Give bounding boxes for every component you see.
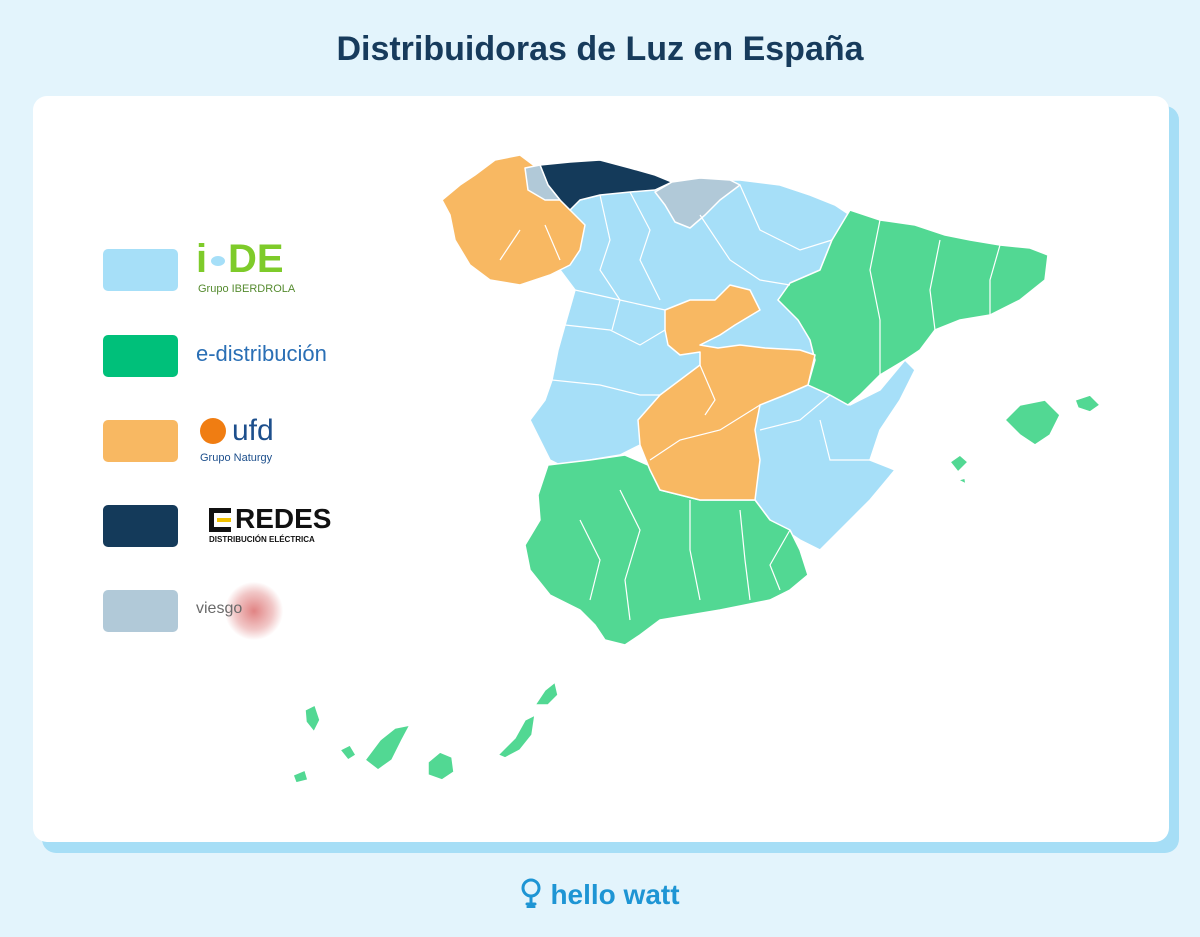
region-la-palma bbox=[304, 704, 321, 733]
legend-swatch-viesgo bbox=[103, 590, 178, 632]
i-de-logo-i: i bbox=[196, 237, 208, 281]
region-e-redes-asturias bbox=[539, 159, 673, 211]
lightbulb-icon bbox=[520, 878, 542, 913]
page-title: Distribuidoras de Luz en España bbox=[336, 30, 864, 68]
i-de-logo: i DE Grupo IBERDROLA bbox=[196, 237, 316, 299]
legend-i-de: i DE Grupo IBERDROLA bbox=[103, 237, 363, 309]
legend-e-distribucion: e-distribución bbox=[103, 335, 383, 377]
region-lanzarote bbox=[534, 681, 559, 706]
province-borders bbox=[499, 184, 1001, 621]
e-redes-logo-text: REDES bbox=[235, 503, 332, 534]
ufd-logo: ufd Grupo Naturgy bbox=[196, 412, 306, 470]
region-viesgo-cantabria bbox=[654, 177, 741, 229]
legend-ufd: ufd Grupo Naturgy bbox=[103, 414, 303, 472]
e-redes-e-icon bbox=[209, 508, 231, 532]
legend-swatch-ufd bbox=[103, 420, 178, 462]
i-de-logo-de: DE bbox=[228, 237, 284, 281]
legend-e-redes: REDES DISTRIBUCIÓN ELÉCTRICA bbox=[103, 503, 363, 547]
region-fuerteventura bbox=[497, 714, 536, 759]
region-viesgo-west bbox=[524, 164, 561, 201]
viesgo-logo: viesgo bbox=[196, 582, 296, 640]
e-redes-logo: REDES DISTRIBUCIÓN ELÉCTRICA bbox=[209, 503, 349, 547]
region-formentera bbox=[957, 477, 967, 485]
ufd-logo-text: ufd bbox=[232, 414, 274, 447]
ufd-logo-subtitle: Grupo Naturgy bbox=[200, 452, 273, 464]
naturgy-flame-icon bbox=[200, 418, 226, 444]
legend-swatch-e-distribucion bbox=[103, 335, 178, 377]
region-menorca bbox=[1074, 394, 1101, 413]
region-ibiza bbox=[949, 454, 969, 473]
e-distribucion-logo: e-distribución bbox=[196, 341, 327, 367]
footer-brand: hello watt bbox=[550, 879, 680, 910]
legend-swatch-e-redes bbox=[103, 505, 178, 547]
e-distribucion-logo-text: e-distribución bbox=[196, 341, 327, 366]
leaf-icon bbox=[211, 256, 225, 266]
legend-swatch-i-de bbox=[103, 249, 178, 291]
footer: hello watt bbox=[0, 875, 1200, 915]
region-mallorca bbox=[1004, 399, 1061, 446]
region-gran-canaria bbox=[427, 751, 455, 781]
region-tenerife bbox=[364, 724, 411, 771]
i-de-logo-subtitle: Grupo IBERDROLA bbox=[198, 283, 296, 295]
region-la-gomera bbox=[339, 744, 357, 761]
viesgo-logo-text: viesgo bbox=[196, 600, 243, 617]
viesgo-dots-icon bbox=[224, 582, 284, 640]
e-redes-logo-subtitle: DISTRIBUCIÓN ELÉCTRICA bbox=[209, 535, 315, 544]
legend-viesgo: viesgo bbox=[103, 582, 303, 640]
region-e-distribucion-northeast bbox=[777, 209, 1049, 406]
region-el-hierro bbox=[292, 769, 309, 784]
